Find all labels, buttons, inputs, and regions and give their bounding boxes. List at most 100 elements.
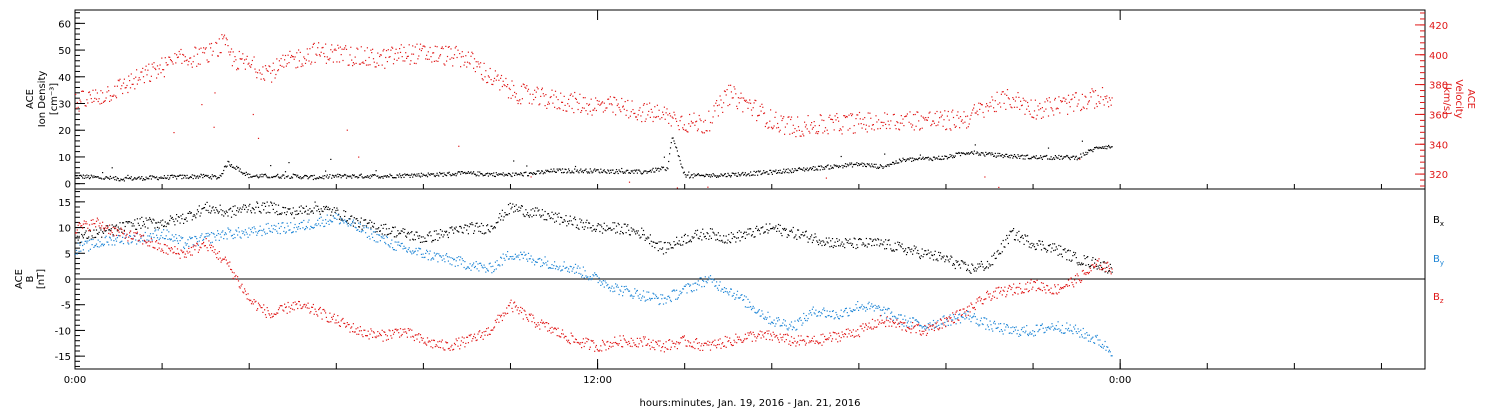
- bx-point: [706, 232, 708, 234]
- by-point: [912, 317, 914, 319]
- density-point: [427, 172, 429, 174]
- velocity-point: [205, 47, 207, 49]
- bx-point: [319, 213, 321, 215]
- velocity-point: [688, 123, 690, 125]
- density-point: [717, 176, 719, 178]
- density-point: [739, 175, 741, 177]
- bx-point: [252, 207, 254, 210]
- velocity-point: [843, 115, 845, 117]
- density-point: [539, 173, 541, 175]
- density-point: [88, 175, 90, 177]
- bx-point: [891, 250, 893, 252]
- velocity-point: [273, 69, 275, 71]
- velocity-point: [1071, 98, 1073, 100]
- velocity-point: [642, 111, 644, 113]
- by-point: [274, 229, 276, 231]
- by-point: [1023, 326, 1025, 328]
- velocity-point: [787, 116, 789, 118]
- velocity-point: [760, 110, 762, 112]
- bx-point: [501, 209, 503, 211]
- density-point: [84, 175, 86, 177]
- velocity-point: [522, 83, 524, 85]
- density-point: [657, 167, 659, 169]
- velocity-point: [251, 59, 253, 62]
- velocity-point: [646, 103, 648, 105]
- by-point: [807, 317, 809, 320]
- bx-point: [181, 218, 183, 220]
- bx-point: [297, 213, 299, 215]
- by-point: [375, 241, 377, 243]
- by-point: [432, 257, 434, 259]
- density-point: [270, 165, 272, 167]
- density-point: [465, 173, 467, 175]
- density-point: [696, 174, 698, 177]
- bx-point: [367, 222, 369, 224]
- bx-point: [315, 205, 317, 207]
- velocity-point: [516, 99, 518, 102]
- by-point: [710, 278, 712, 280]
- by-point: [254, 228, 256, 230]
- by-point: [1027, 334, 1029, 337]
- by-point: [965, 313, 967, 315]
- by-point: [351, 223, 353, 225]
- bx-point: [1033, 243, 1035, 245]
- velocity-point: [473, 58, 476, 60]
- density-point: [975, 152, 977, 155]
- by-point: [214, 236, 216, 238]
- density-point: [698, 174, 700, 176]
- velocity-point: [293, 58, 295, 60]
- density-point: [635, 170, 637, 172]
- velocity-point: [886, 113, 888, 115]
- bz-point: [122, 232, 124, 234]
- bx-point: [680, 244, 682, 246]
- density-point: [186, 174, 188, 176]
- by-point: [523, 251, 525, 253]
- density-point: [162, 177, 164, 179]
- by-point: [851, 311, 854, 313]
- bx-point: [345, 211, 347, 213]
- velocity-point: [1078, 99, 1080, 101]
- velocity-point: [162, 69, 164, 71]
- by-point: [288, 229, 290, 231]
- bx-point: [1012, 229, 1014, 232]
- by-point: [603, 286, 605, 288]
- velocity-point: [534, 96, 537, 98]
- density-point: [1075, 155, 1077, 157]
- density-point: [582, 172, 584, 174]
- bx-point: [965, 263, 967, 265]
- velocity-point: [676, 120, 678, 122]
- velocity-point: [546, 107, 548, 109]
- by-point: [291, 231, 294, 233]
- velocity-point: [564, 104, 566, 106]
- by-point: [849, 307, 851, 309]
- density-point: [93, 175, 95, 177]
- velocity-point: [80, 101, 82, 103]
- by-point: [425, 252, 427, 254]
- velocity-point: [306, 48, 308, 50]
- by-point: [841, 316, 843, 318]
- velocity-point: [885, 127, 888, 130]
- by-point: [519, 259, 521, 261]
- bx-point: [844, 238, 847, 240]
- bx-point: [233, 213, 235, 216]
- by-point: [651, 297, 653, 300]
- bx-point: [600, 224, 602, 226]
- velocity-point: [1090, 96, 1092, 98]
- velocity-point: [969, 118, 971, 120]
- by-point: [220, 236, 222, 238]
- velocity-point: [1060, 101, 1063, 103]
- bx-point: [662, 253, 665, 255]
- bx-point: [1042, 244, 1044, 246]
- bx-point: [731, 237, 733, 240]
- density-point: [145, 176, 147, 178]
- by-point: [255, 231, 257, 233]
- velocity-point: [107, 86, 109, 88]
- density-point: [898, 162, 900, 164]
- bx-point: [156, 226, 159, 228]
- by-point: [591, 277, 593, 279]
- by-point: [118, 235, 120, 237]
- bx-point: [373, 222, 375, 225]
- density-tick-label: 10: [58, 153, 71, 164]
- density-point: [1025, 155, 1027, 157]
- by-point: [502, 253, 504, 255]
